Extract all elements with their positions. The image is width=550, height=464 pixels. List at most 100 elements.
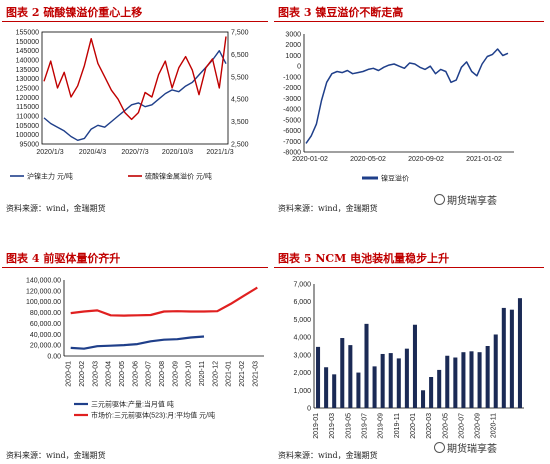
y-tick-label: -4000 bbox=[283, 107, 301, 114]
chart-4-title: 图表 4 前驱体量价齐升 bbox=[6, 252, 121, 265]
bar bbox=[372, 366, 377, 408]
chart-4-source: 资料来源：wind，金瑞期货 bbox=[6, 451, 106, 460]
x-tick-label: 2020/1/3 bbox=[36, 149, 63, 156]
title-rule bbox=[274, 21, 544, 22]
chart-2-title: 图表 2 硫酸镍溢价重心上移 bbox=[6, 6, 143, 19]
y-left-tick-label: 140000 bbox=[16, 58, 39, 65]
y-left-tick-label: 145000 bbox=[16, 48, 39, 55]
x-tick-label: 2020-04 bbox=[106, 361, 113, 387]
x-tick-label: 2019-05 bbox=[345, 413, 352, 439]
bar bbox=[485, 346, 490, 408]
bar bbox=[437, 369, 442, 408]
x-tick-label: 2020-07 bbox=[458, 413, 465, 439]
y-left-tick-label: 155000 bbox=[16, 30, 39, 37]
chart-5-svg: 0 1,000 2,000 3,000 4,000 5,000 6,000 7,000 2019… bbox=[293, 282, 524, 439]
bar bbox=[477, 352, 482, 408]
x-tick-label: 2020-01 bbox=[410, 413, 417, 439]
x-tick-label: 2020-09 bbox=[475, 413, 482, 439]
chart-3-title: 图表 3 镍豆溢价不断走高 bbox=[278, 6, 404, 19]
bar bbox=[364, 323, 369, 408]
y-tick-label: 0 bbox=[297, 64, 301, 71]
y-left-tick-label: 125000 bbox=[16, 86, 39, 93]
y-tick-label: 60,000.00 bbox=[30, 321, 61, 328]
y-tick-label: 100,000.00 bbox=[26, 299, 61, 306]
chart-2-svg: 95000 100000 105000 110000 115000 120000 12500… bbox=[10, 30, 249, 181]
x-tick-label: 2020-12 bbox=[212, 361, 219, 387]
y-tick-label: 4,000 bbox=[293, 335, 311, 342]
panel-chart-2: 图表 2 硫酸镍溢价重心上移 95000 100000 105000 110000 11… bbox=[2, 4, 272, 214]
y-tick-label: 7,000 bbox=[293, 282, 311, 289]
y-right-tick-label: 2,500 bbox=[231, 142, 249, 149]
x-tick-label: 2021-01 bbox=[226, 361, 233, 387]
series-line-nickel-bean-premium bbox=[305, 48, 509, 144]
x-tick-label: 2020/10/3 bbox=[162, 149, 193, 156]
legend-label: 三元前驱体:产量:当月值 吨 bbox=[91, 400, 174, 409]
bar bbox=[453, 357, 458, 408]
y-tick-label: 140,000.00 bbox=[26, 278, 61, 285]
chart-3-source: 资料来源：wind，金瑞期货 bbox=[278, 204, 378, 213]
bar bbox=[469, 351, 474, 408]
title-rule bbox=[274, 267, 544, 268]
x-tick-label: 2020-05-02 bbox=[350, 156, 386, 163]
x-tick-label: 2020-03 bbox=[426, 413, 433, 439]
x-tick-label: 2020-05 bbox=[442, 413, 449, 439]
x-tick-label: 2021-01-02 bbox=[466, 156, 502, 163]
x-tick-label: 2020-09-02 bbox=[408, 156, 444, 163]
x-tick-label: 2021-02 bbox=[239, 361, 246, 387]
x-tick-label: 2020-11 bbox=[199, 361, 206, 386]
x-tick-label: 2020-05 bbox=[119, 361, 126, 387]
series-line-nickel-price bbox=[43, 50, 227, 141]
bar bbox=[517, 298, 522, 408]
series-line-sulfate-premium bbox=[43, 36, 227, 121]
y-left-tick-label: 115000 bbox=[16, 104, 39, 111]
y-tick-label: 120,000.00 bbox=[26, 288, 61, 295]
y-tick-label: 2,000 bbox=[293, 370, 311, 377]
bar bbox=[316, 346, 321, 408]
y-tick-label: 80,000.00 bbox=[30, 310, 61, 317]
y-tick-label: -7000 bbox=[283, 139, 301, 146]
bar bbox=[404, 348, 409, 408]
chart-3-svg: -8000 -7000 -6000 -5000 -4000 -3000 -2000 -1000… bbox=[283, 32, 514, 183]
y-tick-label: -5000 bbox=[283, 117, 301, 124]
y-tick-label: -2000 bbox=[283, 85, 301, 92]
legend-label: 市场价:三元前驱体(523):月:平均值 元/吨 bbox=[91, 411, 215, 420]
bar bbox=[445, 355, 450, 408]
x-tick-label: 2019-01 bbox=[313, 413, 320, 439]
x-tick-label: 2020-03 bbox=[92, 361, 99, 387]
series-line-precursor-price bbox=[70, 286, 258, 317]
x-tick-label: 2019-09 bbox=[378, 413, 385, 439]
title-rule bbox=[2, 267, 268, 268]
x-tick-label: 2020/7/3 bbox=[121, 149, 148, 156]
y-tick-label: 3000 bbox=[285, 32, 301, 39]
bar bbox=[412, 324, 417, 408]
y-tick-label: 5,000 bbox=[293, 317, 311, 324]
chart-5-source: 资料来源：wind，金瑞期货 bbox=[278, 451, 378, 460]
bar bbox=[388, 353, 393, 408]
panel-chart-3: 图表 3 镍豆溢价不断走高 -8000 -7000 -6000 -5000 -4000-… bbox=[274, 4, 548, 214]
x-tick-label: 2020-08 bbox=[159, 361, 166, 387]
x-tick-label: 2020-07 bbox=[146, 361, 153, 387]
bar bbox=[356, 372, 361, 408]
y-tick-label: 1000 bbox=[285, 53, 301, 60]
y-right-tick-label: 4,500 bbox=[231, 97, 249, 104]
title-rule bbox=[2, 21, 268, 22]
bar bbox=[340, 338, 345, 408]
panel-chart-4: 图表 4 前驱体量价齐升 0.00 20,000.00 40,000.00 60,00… bbox=[2, 250, 272, 462]
wechat-icon bbox=[434, 442, 445, 453]
x-tick-label: 2020/4/3 bbox=[79, 149, 106, 156]
legend-label: 镍豆溢价 bbox=[381, 174, 409, 183]
x-tick-label: 2020-01 bbox=[66, 361, 73, 387]
x-tick-label: 2020-01-02 bbox=[292, 156, 328, 163]
y-left-tick-label: 130000 bbox=[16, 76, 39, 83]
y-tick-label: 6,000 bbox=[293, 299, 311, 306]
x-tick-label: 2020-10 bbox=[186, 361, 193, 387]
watermark: 期货瑞享荟 bbox=[434, 192, 497, 207]
y-left-tick-label: 110000 bbox=[16, 114, 39, 121]
y-left-tick-label: 105000 bbox=[16, 123, 39, 130]
y-left-tick-label: 100000 bbox=[16, 132, 39, 139]
x-tick-label: 2020-02 bbox=[79, 361, 86, 387]
x-tick-label: 2019-07 bbox=[362, 413, 369, 439]
y-tick-label: 40,000.00 bbox=[30, 332, 61, 339]
bar bbox=[348, 345, 353, 408]
y-tick-label: -6000 bbox=[283, 128, 301, 135]
